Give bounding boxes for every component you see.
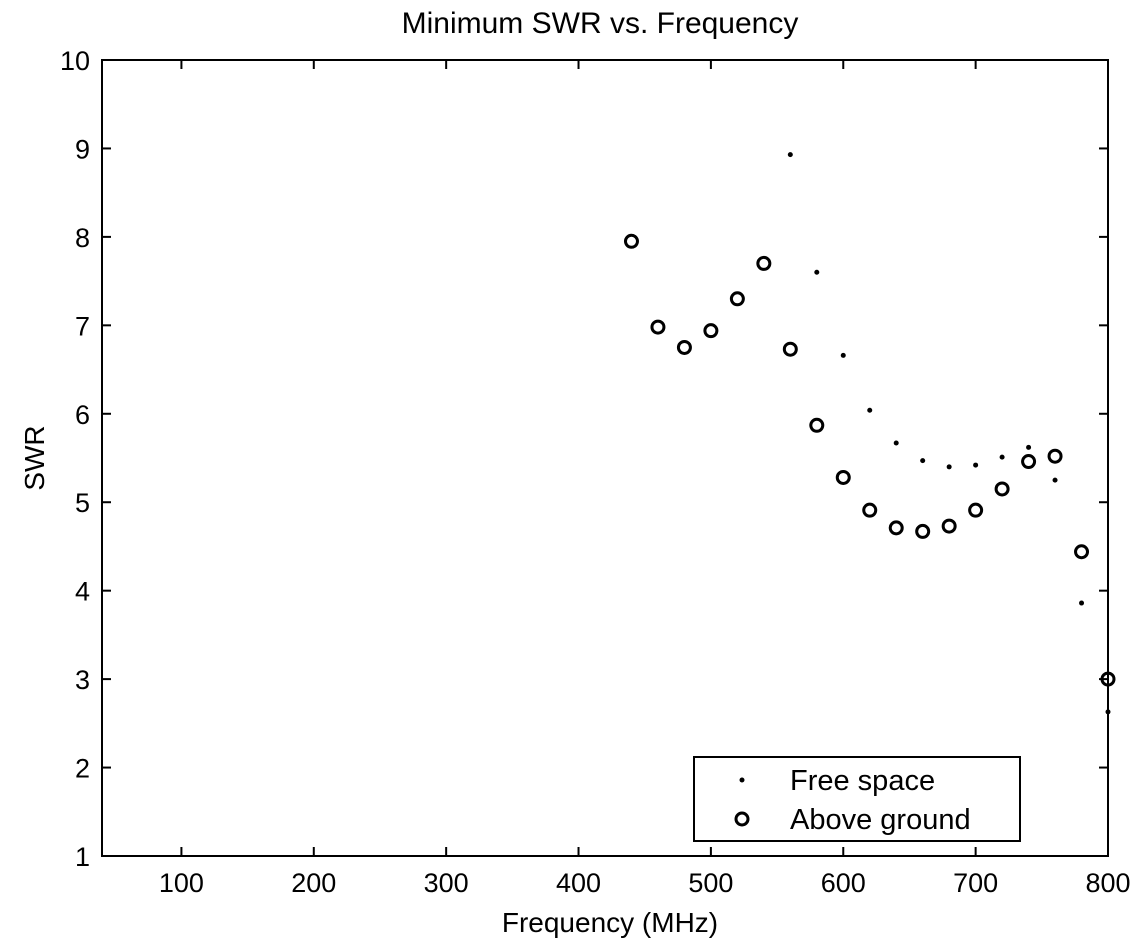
y-tick-label: 5 bbox=[75, 488, 90, 518]
point-above-ground bbox=[729, 291, 745, 307]
point-above-ground bbox=[888, 520, 904, 536]
point-free-space bbox=[920, 458, 926, 464]
point-above-ground bbox=[756, 255, 772, 271]
point-free-space bbox=[893, 440, 899, 446]
y-tick-label: 4 bbox=[75, 577, 90, 607]
point-above-ground bbox=[915, 523, 931, 539]
point-free-space bbox=[1026, 444, 1032, 450]
point-free-space bbox=[867, 407, 873, 413]
legend-label-free-space: Free space bbox=[790, 765, 935, 797]
point-free-space bbox=[973, 462, 979, 468]
point-above-ground bbox=[968, 502, 984, 518]
point-above-ground bbox=[1100, 671, 1116, 687]
legend-box bbox=[693, 756, 1021, 842]
point-above-ground bbox=[1074, 544, 1090, 560]
x-tick-label: 400 bbox=[556, 868, 601, 898]
y-tick-label: 3 bbox=[75, 665, 90, 695]
chart-title: Minimum SWR vs. Frequency bbox=[402, 7, 799, 40]
y-tick-label: 1 bbox=[75, 842, 90, 872]
data-series bbox=[623, 152, 1116, 715]
point-free-space bbox=[1105, 709, 1111, 715]
x-tick-label: 800 bbox=[1085, 868, 1130, 898]
point-above-ground bbox=[782, 341, 798, 357]
x-tick-label: 600 bbox=[821, 868, 866, 898]
x-tick-label: 700 bbox=[953, 868, 998, 898]
legend-marker-free-space bbox=[739, 777, 745, 783]
plot-area bbox=[101, 59, 1109, 857]
x-tick-label: 500 bbox=[688, 868, 733, 898]
y-tick-label: 9 bbox=[75, 134, 90, 164]
point-above-ground bbox=[1047, 448, 1063, 464]
legend: Free space Above ground bbox=[693, 756, 1021, 842]
y-tick-label: 10 bbox=[60, 46, 90, 76]
point-above-ground bbox=[650, 319, 666, 335]
point-above-ground bbox=[862, 502, 878, 518]
y-axis-label: SWR bbox=[19, 425, 50, 490]
point-free-space bbox=[814, 269, 820, 275]
point-free-space bbox=[999, 454, 1005, 460]
y-axis: 1 2 3 4 5 6 7 8 9 10 bbox=[60, 46, 1108, 872]
y-tick-label: 6 bbox=[75, 400, 90, 430]
point-above-ground bbox=[703, 323, 719, 339]
point-above-ground bbox=[1021, 454, 1037, 470]
point-above-ground bbox=[941, 518, 957, 534]
y-tick-label: 2 bbox=[75, 754, 90, 784]
point-free-space bbox=[840, 352, 846, 358]
point-above-ground bbox=[623, 233, 639, 249]
x-axis: 100 200 300 400 500 600 700 800 bbox=[159, 60, 1131, 898]
point-above-ground bbox=[994, 481, 1010, 497]
y-tick-label: 7 bbox=[75, 311, 90, 341]
point-free-space bbox=[1052, 477, 1058, 483]
point-free-space bbox=[787, 152, 793, 158]
legend-label-above-ground: Above ground bbox=[790, 804, 971, 836]
x-tick-label: 200 bbox=[291, 868, 336, 898]
legend-marker-above-ground bbox=[734, 811, 750, 827]
point-above-ground bbox=[676, 339, 692, 355]
point-above-ground bbox=[835, 469, 851, 485]
x-axis-label: Frequency (MHz) bbox=[502, 907, 718, 938]
point-free-space bbox=[946, 464, 952, 470]
point-free-space bbox=[1079, 600, 1085, 606]
x-tick-label: 300 bbox=[424, 868, 469, 898]
point-above-ground bbox=[809, 417, 825, 433]
x-tick-label: 100 bbox=[159, 868, 204, 898]
y-tick-label: 8 bbox=[75, 223, 90, 253]
